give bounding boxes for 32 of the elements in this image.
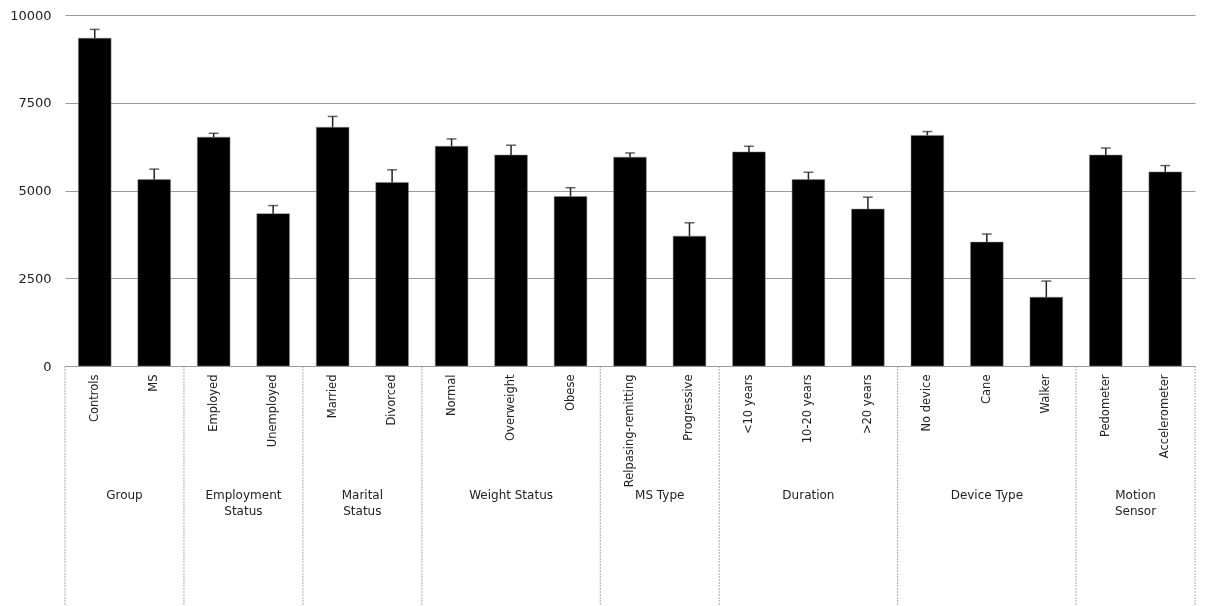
x-tick-label: Cane (978, 374, 993, 404)
y-tick-label: 7500 (18, 95, 52, 111)
text: Marital Status (341, 488, 384, 518)
text: Device Type (950, 488, 1024, 502)
text: MS Type (635, 488, 685, 502)
y-tick-label: 0 (43, 358, 52, 374)
x-tick-label: Obese (562, 374, 577, 411)
x-tick-label: Controls (86, 374, 101, 423)
x-tick-label: >20 years (859, 374, 874, 435)
x-tick-label: 10-20 years (800, 374, 815, 444)
x-tick-label: Overweight (503, 374, 518, 441)
text: Duration (782, 488, 835, 502)
x-tick-label: MS (146, 374, 161, 392)
x-tick-label: <10 years (740, 374, 755, 435)
x-tick-label: Unemployed (265, 374, 280, 448)
text: Employment Status (205, 488, 282, 518)
text: Weight Status (469, 488, 553, 502)
y-tick-label: 5000 (18, 183, 52, 198)
text: Group (106, 488, 143, 502)
x-tick-label: Divorced (384, 374, 399, 426)
x-tick-label: Pedometer (1097, 374, 1112, 438)
x-tick-label: Relpasing-remitting (622, 374, 636, 488)
x-tick-label: Employed (205, 374, 220, 432)
x-tick-label: Normal (443, 374, 458, 417)
y-tick-label: 2500 (18, 270, 52, 286)
y-tick-label: 10000 (10, 7, 52, 23)
text: Motion Sensor (1114, 488, 1157, 518)
x-tick-label: Accelerometer (1157, 374, 1172, 459)
x-tick-label: Progressive (681, 374, 696, 441)
x-tick-label: Married (324, 374, 339, 419)
x-tick-label: Walker (1038, 374, 1053, 414)
x-tick-label: No device (919, 374, 934, 432)
